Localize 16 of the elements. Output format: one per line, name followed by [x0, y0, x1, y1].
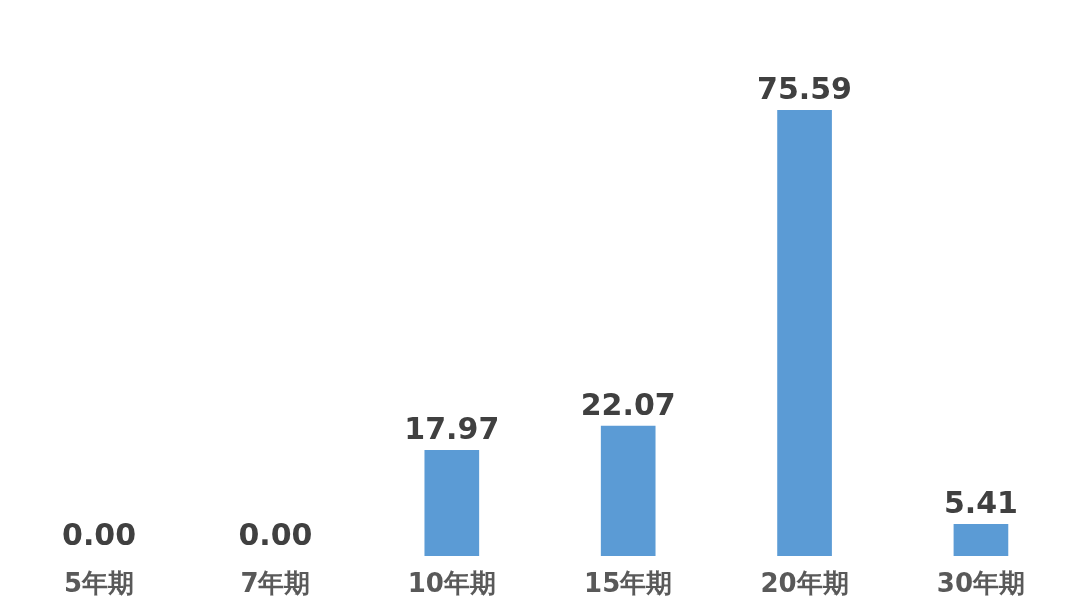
data-label: 0.00 — [62, 517, 137, 552]
x-tick-label: 15年期 — [584, 567, 673, 598]
x-tick-label: 30年期 — [936, 567, 1026, 598]
bar — [777, 110, 832, 556]
data-label: 22.07 — [580, 386, 676, 422]
data-label: 17.97 — [404, 410, 500, 446]
x-tick-label: 10年期 — [407, 567, 496, 598]
x-tick-label: 7年期 — [240, 567, 311, 598]
bar — [600, 425, 656, 556]
data-label: 75.59 — [757, 71, 853, 106]
x-tick-label: 20年期 — [760, 567, 849, 598]
x-tick-label: 5年期 — [64, 567, 135, 598]
data-label: 5.41 — [943, 485, 1018, 521]
bar — [424, 449, 480, 556]
data-label: 0.00 — [238, 517, 313, 552]
bar — [953, 524, 1009, 556]
